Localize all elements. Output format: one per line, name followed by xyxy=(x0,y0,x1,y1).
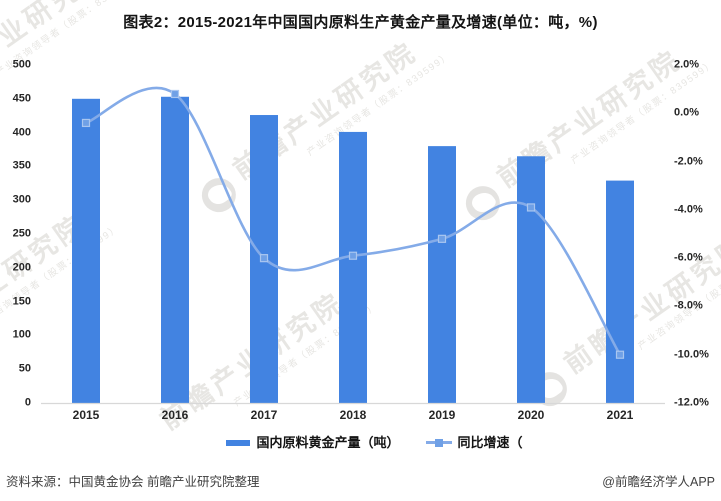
footer: 资料来源：中国黄金协会 前瞻产业研究院整理 @前瞻经济学人APP xyxy=(0,471,721,490)
growth-marker-2017 xyxy=(259,254,269,263)
y-left-tick-label: 50 xyxy=(18,362,31,375)
growth-marker-2019 xyxy=(437,234,447,243)
legend: 国内原料黄金产量（吨） 同比增速（ xyxy=(14,436,721,449)
x-tick-label-2020: 2020 xyxy=(517,408,545,422)
source-note: 资料来源：中国黄金协会 前瞻产业研究院整理 xyxy=(6,475,260,489)
bar-2016 xyxy=(161,96,189,403)
app-credit: @前瞻经济学人APP xyxy=(602,475,715,489)
x-tick-label-2017: 2017 xyxy=(250,408,278,422)
chart-title: 图表2：2015-2021年中国国内原料生产黄金产量及增速(单位：吨，%) xyxy=(123,14,598,31)
y-left-tick-label: 400 xyxy=(12,126,31,139)
bar-2021 xyxy=(606,180,634,403)
x-tick-label-2018: 2018 xyxy=(339,408,367,422)
y-left-tick-label: 150 xyxy=(12,295,31,308)
y-right-tick-label: -6.0% xyxy=(674,251,703,264)
y-left-tick-label: 100 xyxy=(12,328,31,341)
y-left-tick-label: 200 xyxy=(12,261,31,274)
legend-label-growth: 同比增速（ xyxy=(457,435,523,450)
bar-2018 xyxy=(339,131,367,403)
bar-2019 xyxy=(428,146,456,403)
y-left-tick-label: 450 xyxy=(12,92,31,105)
y-right-tick-label: -2.0% xyxy=(674,155,703,168)
y-left-tick-label: 500 xyxy=(12,58,31,71)
growth-marker-2015 xyxy=(81,118,91,128)
x-tick-label-2019: 2019 xyxy=(428,408,456,422)
line-series-swatch xyxy=(425,438,452,447)
growth-marker-2018 xyxy=(348,251,358,260)
x-tick-label-2016: 2016 xyxy=(161,408,189,422)
bar-2020 xyxy=(517,156,545,403)
y-left-tick-label: 250 xyxy=(12,227,31,240)
growth-marker-2020 xyxy=(526,203,536,212)
y-right-tick-label: 0.0% xyxy=(674,106,700,119)
y-right-tick-label: 2.0% xyxy=(674,58,700,71)
line-marker-swatch xyxy=(434,438,443,447)
y-left-tick-label: 0 xyxy=(24,396,31,409)
growth-marker-2021 xyxy=(615,350,625,359)
growth-marker-2016 xyxy=(170,89,180,99)
bar-series-swatch xyxy=(226,439,251,446)
legend-item-production: 国内原料黄金产量（吨） xyxy=(226,435,400,450)
y-right-tick-label: -10.0% xyxy=(674,348,709,361)
y-right-tick-label: -12.0% xyxy=(674,396,709,409)
y-right-tick-label: -4.0% xyxy=(674,203,703,216)
y-left-tick-label: 300 xyxy=(12,193,31,206)
legend-label-production: 国内原料黄金产量（吨） xyxy=(256,435,400,450)
y-left-tick-label: 350 xyxy=(12,159,31,172)
y-right-tick-label: -8.0% xyxy=(674,299,703,312)
bar-2015 xyxy=(72,98,100,404)
legend-item-growth: 同比增速（ xyxy=(425,435,523,450)
x-tick-label-2015: 2015 xyxy=(72,408,100,422)
x-tick-label-2021: 2021 xyxy=(606,408,634,422)
